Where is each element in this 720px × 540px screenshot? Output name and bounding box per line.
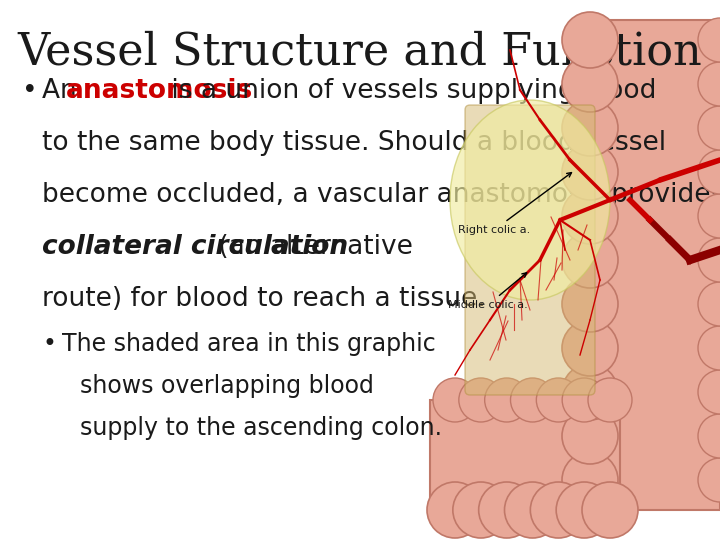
Circle shape: [562, 100, 618, 156]
Text: Vessel Structure and Function: Vessel Structure and Function: [17, 30, 703, 73]
Circle shape: [505, 482, 560, 538]
Text: is a union of vessels supplying blood: is a union of vessels supplying blood: [163, 78, 657, 104]
Circle shape: [562, 56, 618, 112]
Circle shape: [531, 482, 586, 538]
Circle shape: [556, 482, 612, 538]
Circle shape: [510, 378, 554, 422]
Circle shape: [582, 482, 638, 538]
Text: become occluded, a vascular anastomosis provides: become occluded, a vascular anastomosis …: [42, 182, 720, 208]
Text: to the same body tissue. Should a blood vessel: to the same body tissue. Should a blood …: [42, 130, 666, 156]
Circle shape: [698, 458, 720, 502]
Bar: [590, 20, 720, 510]
Circle shape: [536, 378, 580, 422]
Circle shape: [433, 378, 477, 422]
Text: •: •: [22, 78, 37, 104]
Text: route) for blood to reach a tissue.: route) for blood to reach a tissue.: [42, 286, 486, 312]
Circle shape: [588, 378, 632, 422]
Circle shape: [562, 364, 618, 420]
Text: The shaded area in this graphic: The shaded area in this graphic: [62, 332, 436, 356]
Circle shape: [698, 194, 720, 238]
Text: •: •: [42, 332, 56, 356]
Circle shape: [479, 482, 535, 538]
Circle shape: [459, 378, 503, 422]
FancyBboxPatch shape: [465, 105, 595, 395]
Circle shape: [562, 232, 618, 288]
Circle shape: [698, 238, 720, 282]
Ellipse shape: [450, 100, 610, 300]
Circle shape: [698, 282, 720, 326]
Text: (an alternative: (an alternative: [210, 234, 413, 260]
Circle shape: [698, 414, 720, 458]
Circle shape: [698, 370, 720, 414]
Circle shape: [562, 276, 618, 332]
Bar: [430, 400, 620, 510]
Circle shape: [562, 188, 618, 244]
Circle shape: [698, 62, 720, 106]
Circle shape: [562, 320, 618, 376]
Text: anastomosis: anastomosis: [66, 78, 253, 104]
Text: Right colic a.: Right colic a.: [458, 173, 572, 235]
Text: shows overlapping blood: shows overlapping blood: [80, 374, 374, 398]
Circle shape: [562, 144, 618, 200]
Circle shape: [562, 408, 618, 464]
Circle shape: [562, 378, 606, 422]
Text: An: An: [42, 78, 85, 104]
Circle shape: [562, 452, 618, 508]
Circle shape: [453, 482, 509, 538]
Text: supply to the ascending colon.: supply to the ascending colon.: [80, 416, 442, 440]
Text: Middle colic a.: Middle colic a.: [448, 273, 528, 310]
Circle shape: [698, 326, 720, 370]
Circle shape: [485, 378, 528, 422]
Circle shape: [427, 482, 483, 538]
Text: collateral circulation: collateral circulation: [42, 234, 348, 260]
Circle shape: [562, 12, 618, 68]
Circle shape: [698, 150, 720, 194]
Circle shape: [698, 18, 720, 62]
Circle shape: [698, 106, 720, 150]
